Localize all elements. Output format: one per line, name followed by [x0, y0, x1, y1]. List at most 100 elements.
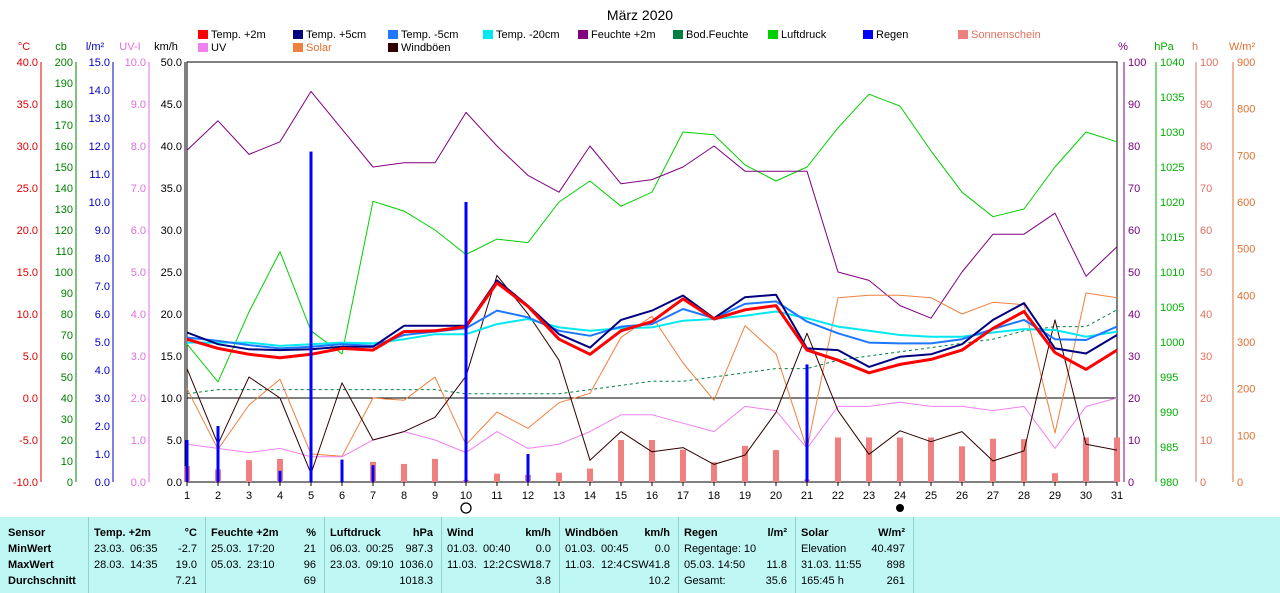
tick-label-temp_c: 20.0: [17, 225, 38, 237]
sunshine-bar: [711, 462, 717, 482]
stats-rain-max-label: 05.03. 14:50: [684, 559, 746, 571]
tick-label-sun_h: 20: [1200, 393, 1212, 405]
stats-humid-max-value: 96: [303, 559, 316, 571]
tick-label-solar_wm2: 400: [1237, 290, 1255, 302]
tick-label-rain_lm2: 5.0: [95, 337, 110, 349]
tick-label-press_hpa: 980: [1160, 477, 1178, 489]
stats-solar-unit: W/m²: [878, 527, 905, 539]
stats-col-solar: Solar W/m² Elevation 40.497 31.03. 11:55…: [795, 517, 914, 593]
stats-wind-unit: km/h: [525, 527, 551, 539]
tick-label-sun_h: 100: [1200, 57, 1218, 69]
stats-press-max-time: 09:10: [366, 559, 394, 571]
x-tick-label: 28: [1018, 490, 1030, 502]
sunshine-bar: [649, 440, 655, 482]
legend-swatch: [768, 30, 778, 39]
stats-humid-max-time: 23:10: [247, 559, 275, 571]
legend-swatch: [198, 30, 208, 39]
sunshine-bar: [401, 463, 407, 482]
tick-label-solar_wm2: 800: [1237, 104, 1255, 116]
axis-label-solar_wm2: W/m²: [1229, 41, 1256, 53]
tick-label-solar_wm2: 200: [1237, 384, 1255, 396]
stats-wind-max-time: 12:2: [483, 559, 505, 571]
tick-label-temp_c: 35.0: [17, 99, 38, 111]
stats-wind-max-value: 18.7: [529, 559, 551, 571]
stats-press-min-time: 00:25: [366, 543, 394, 555]
tick-label-humid_pct: 80: [1128, 141, 1140, 153]
stats-wind-max-direction: CSW: [505, 559, 531, 571]
tick-label-solar_wm2: 600: [1237, 197, 1255, 209]
tick-label-wind_kmh: 25.0: [161, 267, 182, 279]
x-tick-label: 30: [1080, 490, 1092, 502]
tick-label-sun_h: 50: [1200, 267, 1212, 279]
stats-temp-max-date: 28.03.: [94, 559, 125, 571]
stats-row-label: MinWert: [8, 543, 52, 555]
sunshine-bar: [1021, 439, 1027, 482]
tick-label-press_hpa: 1020: [1160, 197, 1184, 209]
legend-swatch: [198, 43, 208, 52]
rain-bar: [526, 454, 530, 482]
tick-label-rain_lm2: 3.0: [95, 393, 110, 405]
sunshine-bar: [866, 437, 872, 482]
stats-temp-min-time: 06:35: [130, 543, 158, 555]
tick-label-press_hpa: 1010: [1160, 267, 1184, 279]
stats-rain-head: Regen: [684, 527, 718, 539]
tick-label-sun_h: 10: [1200, 435, 1212, 447]
x-tick-label: 13: [553, 490, 565, 502]
axis-label-wind_kmh: km/h: [154, 41, 178, 53]
tick-label-press_hpa: 1040: [1160, 57, 1184, 69]
tick-label-cb: 140: [55, 183, 73, 195]
tick-label-humid_pct: 100: [1128, 57, 1146, 69]
sunshine-bar: [773, 450, 779, 482]
stats-rain-unit: l/m²: [767, 527, 787, 539]
sunshine-bar: [1052, 473, 1058, 482]
stats-humid-min-date: 25.03.: [211, 543, 242, 555]
x-tick-label: 22: [832, 490, 844, 502]
tick-label-sun_h: 90: [1200, 99, 1212, 111]
tick-label-humid_pct: 90: [1128, 99, 1140, 111]
x-tick-label: 23: [863, 490, 875, 502]
series-line-temp-5cm: [186, 300, 1118, 350]
tick-label-press_hpa: 995: [1160, 372, 1178, 384]
stats-gust-max-value: 41.8: [648, 559, 670, 571]
x-tick-label: 31: [1111, 490, 1123, 502]
series-line-feuchte-2m: [186, 90, 1118, 319]
stats-humid-min-value: 21: [303, 543, 316, 555]
stats-col-rain: Regen l/m² Regentage: 10 05.03. 14:50 11…: [678, 517, 796, 593]
stats-rain-total-label: Gesamt:: [684, 575, 726, 587]
tick-label-sun_h: 30: [1200, 351, 1212, 363]
legend-swatch: [578, 30, 588, 39]
tick-label-sun_h: 80: [1200, 141, 1212, 153]
x-tick-label: 11: [491, 490, 502, 502]
tick-label-uv: 9.0: [131, 99, 146, 111]
legend-swatch: [673, 30, 683, 39]
stats-wind-min-date: 01.03.: [447, 543, 478, 555]
legend-swatch: [863, 30, 873, 39]
legend-swatch: [483, 30, 493, 39]
sunshine-bar: [556, 472, 562, 482]
tick-label-uv: 2.0: [131, 393, 146, 405]
stats-press-max-date: 23.03.: [330, 559, 361, 571]
legend-swatch: [388, 43, 398, 52]
tick-label-cb: 30: [61, 414, 73, 426]
tick-label-press_hpa: 1015: [1160, 232, 1184, 244]
tick-label-temp_c: 10.0: [17, 309, 38, 321]
stats-gust-min-time: 00:45: [601, 543, 629, 555]
axis-label-sun_h: h: [1192, 41, 1198, 53]
tick-label-uv: 10.0: [125, 57, 146, 69]
stats-gust-avg-value: 10.2: [648, 575, 670, 587]
tick-label-solar_wm2: 500: [1237, 244, 1255, 256]
stats-press-max-value: 1036.0: [399, 559, 433, 571]
tick-label-cb: 180: [55, 99, 73, 111]
tick-label-temp_c: 5.0: [23, 351, 38, 363]
legend-label: UV: [211, 42, 227, 54]
series-line-temp-20cm: [187, 310, 1118, 347]
sunshine-bar: [494, 473, 500, 482]
legend-label: Bod.Feuchte: [686, 29, 748, 41]
x-tick-label: 16: [646, 490, 658, 502]
tick-label-sun_h: 60: [1200, 225, 1212, 237]
chart-title: März 2020: [607, 7, 673, 23]
weather-chart: März 2020°C40.035.030.025.020.015.010.05…: [13, 7, 1256, 514]
tick-label-cb: 0: [67, 477, 73, 489]
series-line-temp-5cm: [186, 279, 1118, 368]
tick-label-rain_lm2: 15.0: [89, 57, 110, 69]
